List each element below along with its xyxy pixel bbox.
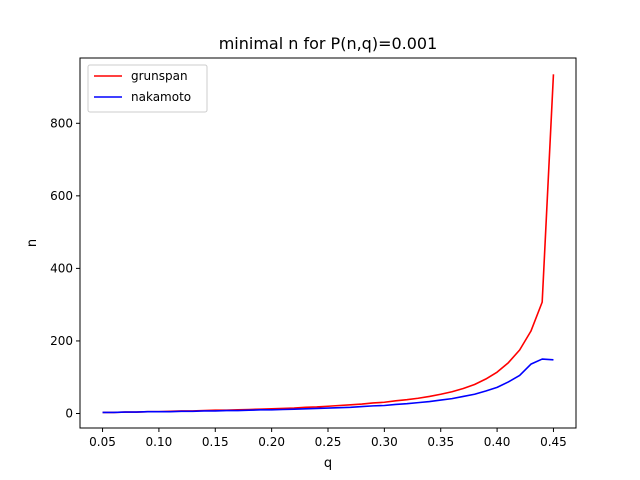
- x-tick-label: 0.35: [427, 435, 454, 449]
- x-tick-label: 0.10: [146, 435, 173, 449]
- x-tick-label: 0.25: [315, 435, 342, 449]
- x-tick-label: 0.40: [484, 435, 511, 449]
- series-line-nakamoto: [102, 358, 554, 414]
- y-axis-label: n: [25, 239, 40, 247]
- x-axis: 0.05 0.10 0.15 0.20 0.25 0.30 0.35 0.40 0.45: [89, 428, 567, 449]
- chart-title: minimal n for P(n,q)=0.001: [219, 34, 438, 53]
- x-tick-label: 0.15: [202, 435, 229, 449]
- legend: grunspan nakamoto: [87, 64, 208, 113]
- legend-label-grunspan: grunspan: [131, 69, 188, 83]
- y-tick-label: 200: [50, 334, 73, 348]
- x-tick-label: 0.30: [371, 435, 398, 449]
- x-tick-label: 0.05: [89, 435, 116, 449]
- legend-label-nakamoto: nakamoto: [131, 90, 191, 104]
- x-tick-label: 0.20: [258, 435, 285, 449]
- y-tick-label: 0: [65, 406, 73, 420]
- plot-area: [102, 74, 555, 414]
- y-tick-label: 800: [50, 116, 73, 130]
- x-axis-label: q: [324, 456, 332, 471]
- y-tick-label: 600: [50, 189, 73, 203]
- x-tick-label: 0.45: [540, 435, 567, 449]
- y-tick-label: 400: [50, 261, 73, 275]
- y-axis: 0 200 400 600 800: [50, 116, 80, 420]
